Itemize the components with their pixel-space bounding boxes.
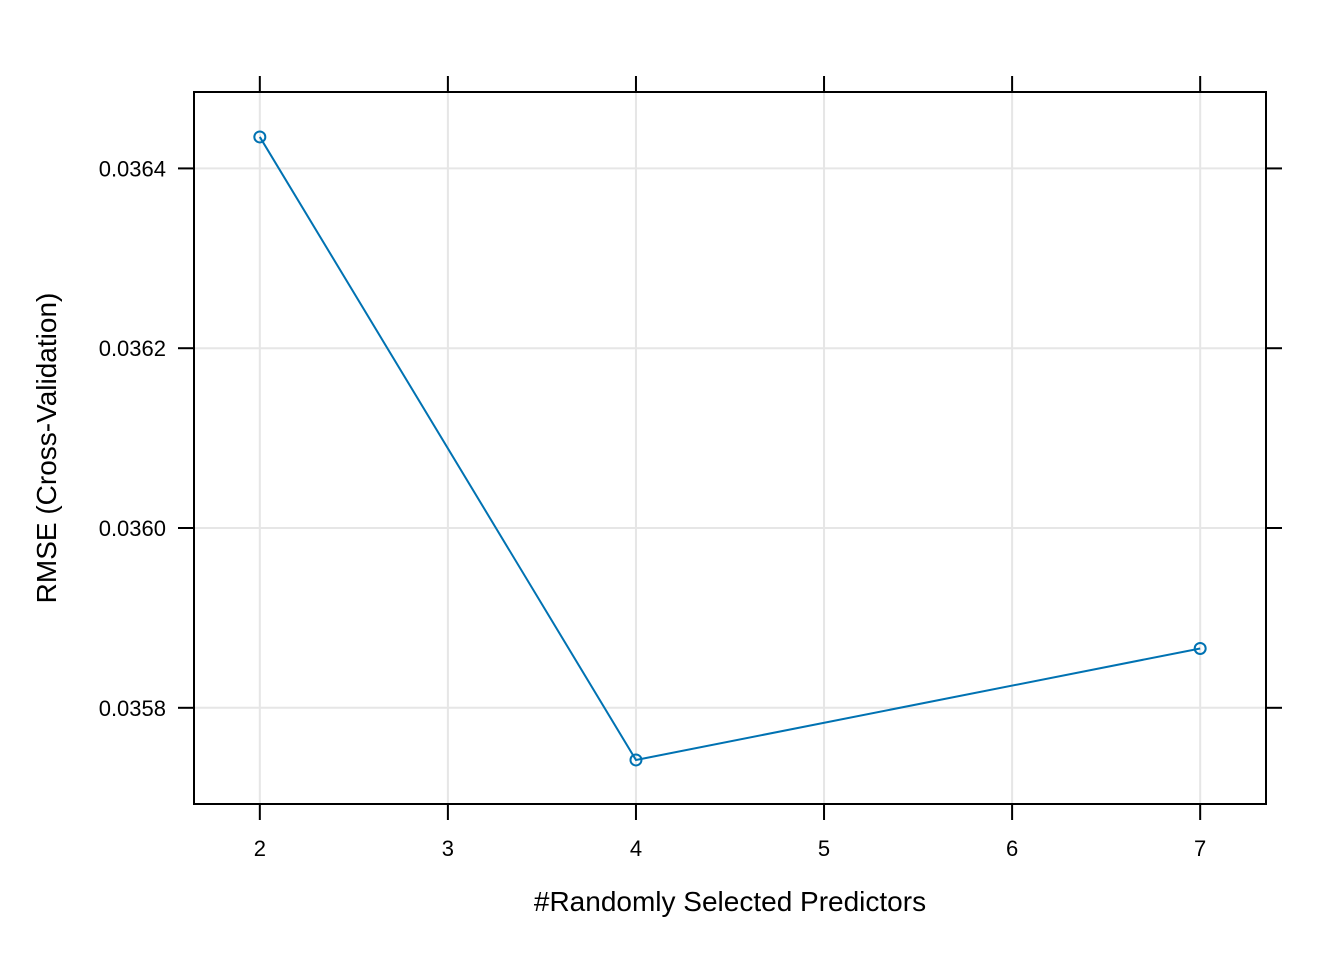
- x-tick-label: 6: [1006, 836, 1018, 861]
- data-point: [629, 753, 643, 767]
- y-tick-label: 0.0360: [99, 516, 166, 541]
- x-tick-label: 2: [254, 836, 266, 861]
- grid-lines: [194, 92, 1266, 804]
- y-tick-label: 0.0362: [99, 336, 166, 361]
- x-tick-label: 4: [630, 836, 642, 861]
- x-tick-label: 3: [442, 836, 454, 861]
- series: [253, 130, 1207, 767]
- plot-frame: [193, 91, 1267, 805]
- axis-ticks: 2 3 4 5 6 7 0.0358 0.0360 0.0362 0.0364: [99, 76, 1282, 861]
- y-axis-title: RMSE (Cross-Validation): [31, 293, 62, 604]
- y-tick-label: 0.0364: [99, 156, 166, 181]
- series-line: [258, 136, 1201, 762]
- x-tick-label: 5: [818, 836, 830, 861]
- x-tick-label: 7: [1194, 836, 1206, 861]
- y-tick-label: 0.0358: [99, 696, 166, 721]
- data-point: [253, 130, 267, 144]
- data-point: [1193, 641, 1207, 655]
- x-axis-title: #Randomly Selected Predictors: [534, 886, 926, 917]
